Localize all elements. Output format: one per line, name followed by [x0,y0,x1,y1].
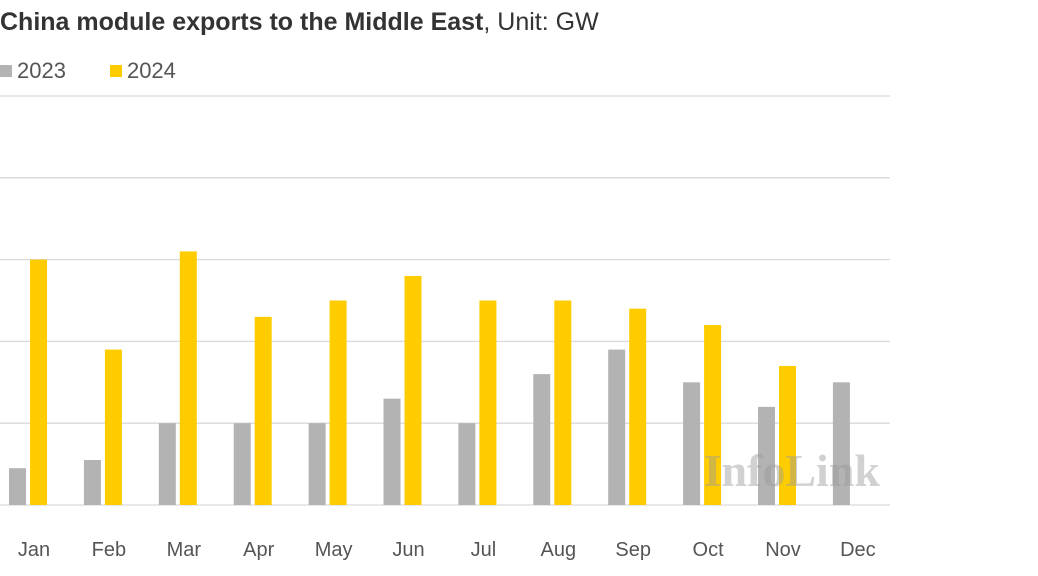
bar-2024-jan [30,259,47,505]
bars [9,251,850,505]
legend-label-2023: 2023 [17,58,66,83]
bar-2023-may [308,423,326,505]
x-tick-label-jul: Jul [471,539,497,561]
bar-2024-aug [554,300,572,505]
bar-2023-jul [458,423,476,505]
bar-2024-feb [104,349,122,505]
chart-legend: 2023 2024 [0,58,220,84]
bar-2023-jun [383,398,401,505]
bar-2024-jul [479,300,497,505]
legend-swatch-2023 [0,65,12,77]
x-tick-label-mar: Mar [167,539,202,561]
legend-swatch-2024 [109,65,122,77]
x-tick-label-nov: Nov [765,539,801,561]
x-tick-label-sep: Sep [615,539,651,561]
bar-2023-nov [758,406,775,505]
bar-2023-jan [9,468,26,505]
x-tick-label-feb: Feb [92,539,126,561]
chart-title: China module exports to the Middle East [0,8,484,36]
chart-subtitle: , Unit: GW [483,8,599,36]
x-tick-label-jan: Jan [18,539,50,561]
bar-2023-aug [533,374,551,505]
chart-title-line: China module exports to the Middle East,… [0,8,599,37]
bar-2023-feb [83,460,101,505]
bar-2024-sep [629,308,647,505]
bar-2024-may [329,300,347,505]
x-tick-label-apr: Apr [243,539,274,561]
bar-2023-sep [608,349,626,505]
bar-2023-oct [683,382,701,505]
bar-2024-mar [179,251,197,505]
grid-lines [0,95,890,506]
bar-2024-apr [254,316,272,505]
bar-2024-nov [779,365,796,505]
x-tick-label-aug: Aug [541,539,577,561]
watermark-logo: InfoLink [704,445,881,496]
legend-item-2023: 2023 [0,58,66,84]
x-tick-label-dec: Dec [840,539,876,561]
x-axis-labels: Jan Feb Mar Apr May Jun Jul Aug Sep Oct Nov Dec [18,539,876,561]
bar-2023-apr [233,423,251,505]
x-tick-label-jun: Jun [392,539,424,561]
bar-2024-jun [404,275,422,505]
bar-2023-dec [832,382,850,505]
x-tick-label-oct: Oct [693,539,725,561]
bar-2024-oct [704,325,722,505]
bar-2023-mar [158,423,176,505]
x-tick-label-may: May [315,539,353,561]
legend-item-2024: 2024 [109,58,176,84]
legend-label-2024: 2024 [126,58,176,83]
